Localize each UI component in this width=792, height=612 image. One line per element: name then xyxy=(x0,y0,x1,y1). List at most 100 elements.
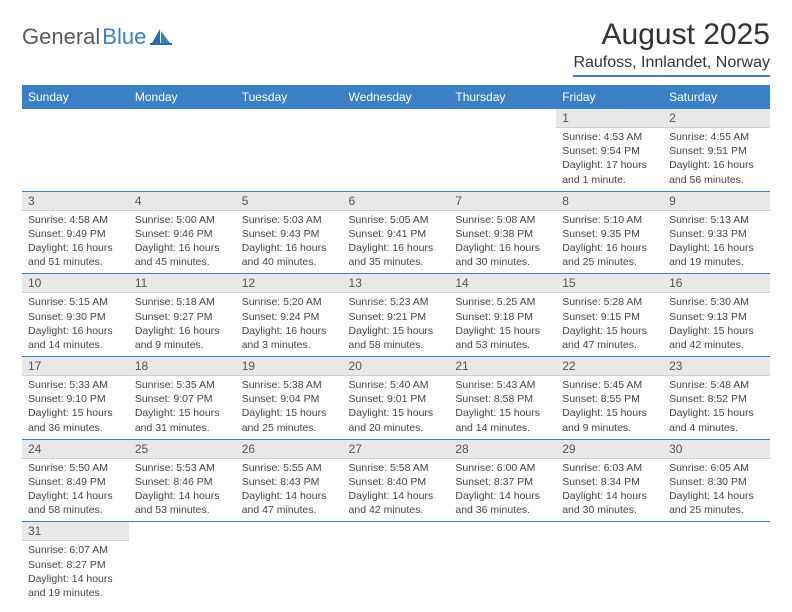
daylight: Daylight: 14 hours xyxy=(242,489,337,503)
day-header: Saturday xyxy=(663,85,770,109)
day-content: Sunrise: 5:38 AMSunset: 9:04 PMDaylight:… xyxy=(236,376,343,439)
day-header: Sunday xyxy=(22,85,129,109)
daylight: Daylight: 16 hours xyxy=(135,241,230,255)
day-number: 10 xyxy=(22,274,129,293)
calendar-cell: 16Sunrise: 5:30 AMSunset: 9:13 PMDayligh… xyxy=(663,274,770,357)
calendar-cell xyxy=(449,109,556,191)
sunrise: Sunrise: 5:30 AM xyxy=(669,295,764,309)
sunset: Sunset: 9:41 PM xyxy=(349,227,444,241)
day-number: 6 xyxy=(343,192,450,211)
calendar-cell: 11Sunrise: 5:18 AMSunset: 9:27 PMDayligh… xyxy=(129,274,236,357)
daylight: and 25 minutes. xyxy=(562,255,657,269)
calendar-cell: 10Sunrise: 5:15 AMSunset: 9:30 PMDayligh… xyxy=(22,274,129,357)
sunrise: Sunrise: 5:43 AM xyxy=(455,378,550,392)
sunrise: Sunrise: 4:55 AM xyxy=(669,130,764,144)
sunset: Sunset: 9:10 PM xyxy=(28,392,123,406)
day-header: Thursday xyxy=(449,85,556,109)
calendar-row: 24Sunrise: 5:50 AMSunset: 8:49 PMDayligh… xyxy=(22,439,770,522)
day-content: Sunrise: 5:13 AMSunset: 9:33 PMDaylight:… xyxy=(663,211,770,274)
day-content: Sunrise: 5:43 AMSunset: 8:58 PMDaylight:… xyxy=(449,376,556,439)
daylight: Daylight: 15 hours xyxy=(242,406,337,420)
day-number: 19 xyxy=(236,357,343,376)
daylight: Daylight: 15 hours xyxy=(562,324,657,338)
sunrise: Sunrise: 5:13 AM xyxy=(669,213,764,227)
day-number: 29 xyxy=(556,440,663,459)
daylight: Daylight: 16 hours xyxy=(242,324,337,338)
daylight: and 25 minutes. xyxy=(669,503,764,517)
logo: General Blue xyxy=(22,24,172,50)
calendar-cell: 13Sunrise: 5:23 AMSunset: 9:21 PMDayligh… xyxy=(343,274,450,357)
calendar-cell: 14Sunrise: 5:25 AMSunset: 9:18 PMDayligh… xyxy=(449,274,556,357)
day-content: Sunrise: 5:50 AMSunset: 8:49 PMDaylight:… xyxy=(22,459,129,522)
calendar-cell: 25Sunrise: 5:53 AMSunset: 8:46 PMDayligh… xyxy=(129,439,236,522)
day-content: Sunrise: 5:45 AMSunset: 8:55 PMDaylight:… xyxy=(556,376,663,439)
calendar-cell: 7Sunrise: 5:08 AMSunset: 9:38 PMDaylight… xyxy=(449,191,556,274)
sunset: Sunset: 9:13 PM xyxy=(669,310,764,324)
sunset: Sunset: 9:33 PM xyxy=(669,227,764,241)
daylight: Daylight: 16 hours xyxy=(28,241,123,255)
day-number: 23 xyxy=(663,357,770,376)
calendar-cell: 9Sunrise: 5:13 AMSunset: 9:33 PMDaylight… xyxy=(663,191,770,274)
calendar-cell xyxy=(22,109,129,191)
calendar-cell xyxy=(556,522,663,604)
calendar-row: 10Sunrise: 5:15 AMSunset: 9:30 PMDayligh… xyxy=(22,274,770,357)
calendar-cell: 17Sunrise: 5:33 AMSunset: 9:10 PMDayligh… xyxy=(22,357,129,440)
calendar-cell: 28Sunrise: 6:00 AMSunset: 8:37 PMDayligh… xyxy=(449,439,556,522)
sunrise: Sunrise: 6:05 AM xyxy=(669,461,764,475)
day-number: 24 xyxy=(22,440,129,459)
sunset: Sunset: 8:46 PM xyxy=(135,475,230,489)
day-number: 18 xyxy=(129,357,236,376)
day-header: Monday xyxy=(129,85,236,109)
sunset: Sunset: 9:54 PM xyxy=(562,144,657,158)
sunrise: Sunrise: 5:45 AM xyxy=(562,378,657,392)
page-header: General Blue August 2025 Raufoss, Innlan… xyxy=(22,18,770,77)
daylight: Daylight: 15 hours xyxy=(135,406,230,420)
daylight: and 14 minutes. xyxy=(455,421,550,435)
calendar-cell: 22Sunrise: 5:45 AMSunset: 8:55 PMDayligh… xyxy=(556,357,663,440)
sunrise: Sunrise: 5:03 AM xyxy=(242,213,337,227)
daylight: Daylight: 15 hours xyxy=(349,324,444,338)
calendar-row: 17Sunrise: 5:33 AMSunset: 9:10 PMDayligh… xyxy=(22,357,770,440)
calendar-cell: 1Sunrise: 4:53 AMSunset: 9:54 PMDaylight… xyxy=(556,109,663,191)
day-header: Friday xyxy=(556,85,663,109)
sunrise: Sunrise: 5:50 AM xyxy=(28,461,123,475)
calendar-cell: 29Sunrise: 6:03 AMSunset: 8:34 PMDayligh… xyxy=(556,439,663,522)
day-header: Wednesday xyxy=(343,85,450,109)
daylight: and 20 minutes. xyxy=(349,421,444,435)
day-content: Sunrise: 4:53 AMSunset: 9:54 PMDaylight:… xyxy=(556,128,663,191)
day-number: 4 xyxy=(129,192,236,211)
daylight: Daylight: 14 hours xyxy=(28,572,123,586)
day-content: Sunrise: 6:00 AMSunset: 8:37 PMDaylight:… xyxy=(449,459,556,522)
calendar-cell xyxy=(129,522,236,604)
calendar-cell: 8Sunrise: 5:10 AMSunset: 9:35 PMDaylight… xyxy=(556,191,663,274)
day-content: Sunrise: 5:40 AMSunset: 9:01 PMDaylight:… xyxy=(343,376,450,439)
sunrise: Sunrise: 5:18 AM xyxy=(135,295,230,309)
daylight: Daylight: 16 hours xyxy=(135,324,230,338)
day-content: Sunrise: 6:05 AMSunset: 8:30 PMDaylight:… xyxy=(663,459,770,522)
calendar-head: SundayMondayTuesdayWednesdayThursdayFrid… xyxy=(22,85,770,109)
daylight: Daylight: 15 hours xyxy=(669,406,764,420)
daylight: Daylight: 15 hours xyxy=(562,406,657,420)
sunset: Sunset: 8:37 PM xyxy=(455,475,550,489)
calendar-row: 3Sunrise: 4:58 AMSunset: 9:49 PMDaylight… xyxy=(22,191,770,274)
day-content: Sunrise: 5:53 AMSunset: 8:46 PMDaylight:… xyxy=(129,459,236,522)
daylight: Daylight: 16 hours xyxy=(562,241,657,255)
sunset: Sunset: 9:24 PM xyxy=(242,310,337,324)
sunrise: Sunrise: 4:53 AM xyxy=(562,130,657,144)
sunset: Sunset: 9:49 PM xyxy=(28,227,123,241)
sunset: Sunset: 9:18 PM xyxy=(455,310,550,324)
sunset: Sunset: 8:43 PM xyxy=(242,475,337,489)
sunrise: Sunrise: 5:53 AM xyxy=(135,461,230,475)
daylight: Daylight: 14 hours xyxy=(669,489,764,503)
daylight: Daylight: 15 hours xyxy=(349,406,444,420)
day-number: 1 xyxy=(556,109,663,128)
daylight: and 40 minutes. xyxy=(242,255,337,269)
sunset: Sunset: 8:52 PM xyxy=(669,392,764,406)
sunrise: Sunrise: 6:07 AM xyxy=(28,543,123,557)
sunrise: Sunrise: 5:00 AM xyxy=(135,213,230,227)
daylight: and 36 minutes. xyxy=(28,421,123,435)
daylight: Daylight: 14 hours xyxy=(455,489,550,503)
day-number: 12 xyxy=(236,274,343,293)
calendar-cell xyxy=(343,109,450,191)
sunrise: Sunrise: 5:20 AM xyxy=(242,295,337,309)
